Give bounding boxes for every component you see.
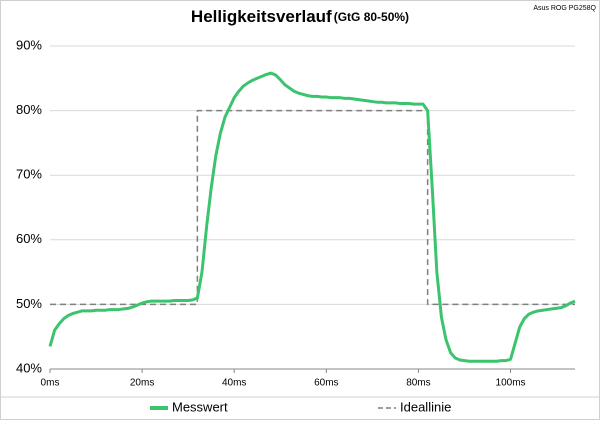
y-tick-label: 70% [16, 167, 42, 182]
monitor-note: Asus ROG PG258Q [533, 5, 596, 12]
y-tick-label: 80% [16, 102, 42, 117]
legend-label: Ideallinie [400, 399, 451, 414]
x-tick-label: 40ms [222, 378, 246, 389]
legend-label: Messwert [172, 399, 228, 414]
x-tick-label: 20ms [130, 378, 154, 389]
chart-subtitle: (GtG 80-50%) [334, 10, 409, 24]
y-tick-label: 60% [16, 231, 42, 246]
chart-title: Helligkeitsverlauf [191, 7, 332, 26]
x-tick-label: 80ms [406, 378, 430, 389]
x-tick-label: 60ms [314, 378, 338, 389]
y-tick-label: 90% [16, 37, 42, 52]
chart-title-group: Helligkeitsverlauf (GtG 80-50%) [191, 7, 409, 26]
y-tick-label: 40% [16, 360, 42, 375]
x-tick-label: 100ms [496, 378, 526, 389]
x-tick-label: 0ms [41, 378, 60, 389]
y-tick-label: 50% [16, 296, 42, 311]
series-line [48, 71, 576, 363]
series-line [50, 109, 575, 306]
